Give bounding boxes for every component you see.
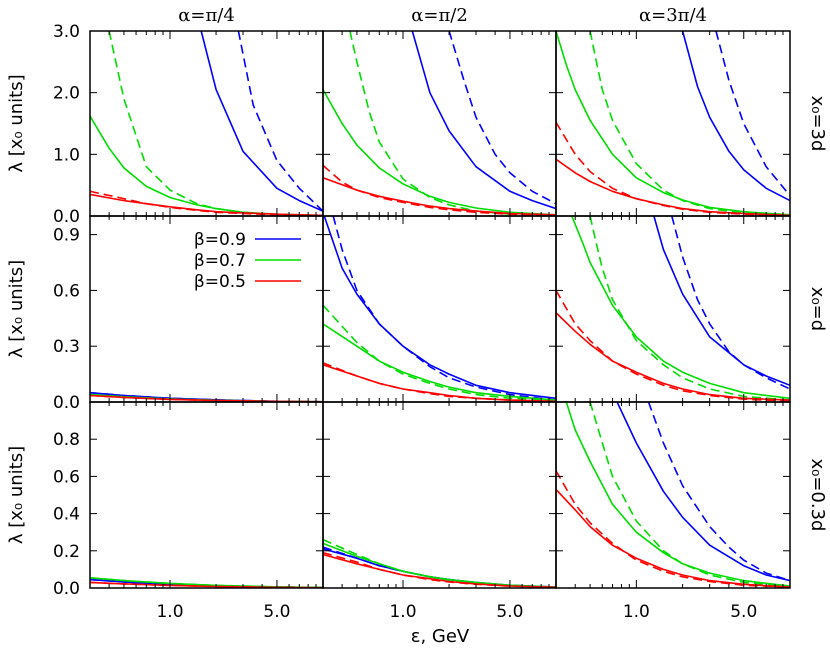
x-tick-label: 5.0 — [730, 602, 757, 622]
y-tick-label: 0.3 — [53, 337, 80, 357]
series-line-r0c2-beta0.5-solid — [556, 158, 790, 216]
x-tick-label: 5.0 — [496, 602, 523, 622]
x-tick-label: 1.0 — [156, 602, 183, 622]
y-tick-label: 0.6 — [53, 467, 80, 487]
y-tick-label: 1.0 — [53, 145, 80, 165]
series-line-r1c2-beta0.7-dashed — [589, 216, 790, 401]
series-line-r2c0-beta0.5-dashed — [90, 581, 323, 588]
row-label: x₀=d — [807, 287, 828, 331]
y-tick-label: 0.0 — [53, 393, 80, 413]
series-line-r2c2-beta0.5-solid — [556, 488, 790, 588]
x-axis-label: ε, GeV — [411, 626, 470, 647]
series-line-r2c2-beta0.5-dashed — [556, 470, 790, 588]
series-line-r0c2-beta0.5-dashed — [556, 121, 790, 216]
series-line-r2c2-beta0.7-solid — [565, 402, 790, 587]
curves-layer — [90, 31, 790, 588]
frames-layer — [89, 30, 791, 589]
panel-frame-r0c1 — [322, 30, 557, 217]
legend-label: β=0.7 — [194, 251, 246, 271]
series-line-r2c1-beta0.9-dashed — [323, 546, 556, 588]
column-title: α=π/2 — [411, 5, 468, 26]
row-label: x₀=3d — [807, 96, 828, 152]
series-line-r0c0-beta0.7-dashed — [108, 31, 277, 216]
series-line-r1c2-beta0.7-solid — [571, 216, 790, 400]
series-line-r2c1-beta0.5-dashed — [323, 551, 556, 588]
y-tick-label: 2.0 — [53, 84, 80, 104]
column-title: α=3π/4 — [639, 5, 707, 26]
series-line-r0c1-beta0.9-solid — [411, 31, 556, 210]
series-line-r2c2-beta0.7-dashed — [589, 402, 790, 587]
series-line-r0c0-beta0.5-solid — [90, 193, 323, 216]
panel-frame-r2c2 — [555, 401, 791, 589]
series-line-r1c2-beta0.5-dashed — [556, 290, 790, 402]
legend-label: β=0.9 — [194, 230, 246, 250]
series-line-r0c1-beta0.5-dashed — [323, 164, 556, 216]
y-tick-label: 0.9 — [53, 226, 80, 246]
panel-frame-r2c1 — [322, 401, 557, 589]
series-line-r0c2-beta0.7-solid — [556, 31, 790, 216]
y-tick-label: 3.0 — [53, 22, 80, 42]
y-axis-label: λ [x₀ units] — [6, 446, 27, 544]
y-tick-label: 0.0 — [53, 207, 80, 227]
series-line-r2c2-beta0.9-solid — [616, 402, 790, 582]
series-line-r0c0-beta0.5-dashed — [90, 190, 323, 216]
x-tick-label: 1.0 — [623, 602, 650, 622]
y-tick-label: 0.4 — [53, 505, 80, 525]
column-title: α=π/4 — [178, 5, 235, 26]
panel-frame-r0c2 — [555, 30, 791, 217]
y-axis-label: λ [x₀ units] — [6, 74, 27, 172]
series-line-r0c0-beta0.9-solid — [200, 31, 323, 212]
y-axis-label: λ [x₀ units] — [6, 260, 27, 358]
series-line-r1c1-beta0.7-dashed — [323, 304, 556, 401]
panel-frame-r2c0 — [89, 401, 324, 589]
series-line-r1c2-beta0.5-solid — [556, 312, 790, 401]
panel-frame-r1c2 — [555, 215, 791, 403]
series-line-r0c1-beta0.9-dashed — [448, 31, 556, 205]
panel-frame-r0c0 — [89, 30, 324, 217]
legend-label: β=0.5 — [194, 272, 246, 292]
y-tick-label: 0.0 — [53, 579, 80, 599]
x-tick-label: 5.0 — [263, 602, 290, 622]
y-tick-label: 0.8 — [53, 430, 80, 450]
series-line-r1c2-beta0.9-dashed — [671, 216, 790, 390]
series-line-r1c0-beta0.5-dashed — [90, 394, 323, 402]
row-label: x₀=0.3d — [807, 458, 828, 531]
series-line-r1c1-beta0.7-solid — [323, 323, 556, 401]
panel-frame-r1c1 — [322, 215, 557, 403]
y-tick-label: 0.6 — [53, 281, 80, 301]
series-line-r0c2-beta0.7-dashed — [589, 31, 790, 216]
series-line-r1c1-beta0.9-dashed — [332, 216, 556, 401]
series-line-r0c2-beta0.9-solid — [681, 31, 790, 202]
series-line-r2c0-beta0.7-dashed — [90, 577, 323, 588]
series-line-r1c1-beta0.9-solid — [323, 216, 556, 400]
series-line-r0c1-beta0.7-solid — [323, 89, 556, 216]
y-tick-label: 0.2 — [53, 542, 80, 562]
series-line-r1c2-beta0.9-solid — [653, 216, 790, 387]
series-line-r2c2-beta0.9-dashed — [647, 402, 790, 582]
x-tick-label: 1.0 — [389, 602, 416, 622]
series-line-r0c1-beta0.7-dashed — [349, 31, 510, 215]
series-line-r0c0-beta0.9-dashed — [237, 31, 323, 212]
series-line-r2c1-beta0.5-solid — [323, 553, 556, 588]
series-line-r0c2-beta0.9-dashed — [715, 31, 790, 197]
text-layer: 0.01.02.03.00.00.30.60.90.00.20.40.60.81… — [6, 5, 828, 647]
series-line-r1c1-beta0.5-dashed — [323, 362, 556, 402]
